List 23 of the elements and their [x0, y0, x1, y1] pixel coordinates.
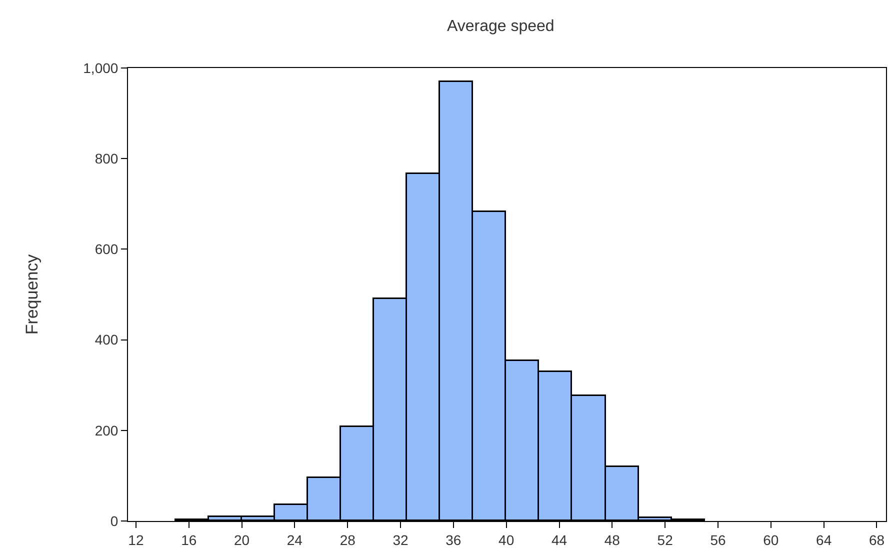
x-tick-label: 36	[446, 532, 462, 548]
x-tick-label: 56	[710, 532, 726, 548]
y-tick-label: 800	[94, 150, 118, 166]
y-axis-title: Frequency	[22, 254, 42, 335]
x-tick-label: 16	[181, 532, 197, 548]
y-tick-label: 400	[94, 332, 118, 348]
y-tick-label: 200	[94, 422, 118, 438]
x-tick-label: 28	[340, 532, 356, 548]
x-tick-label: 64	[816, 532, 832, 548]
chart-title: Average speed	[446, 18, 554, 35]
y-tick-label: 1,000	[83, 60, 118, 76]
x-tick-label: 24	[286, 532, 303, 548]
x-tick-label: 32	[392, 532, 409, 548]
x-tick-label: 52	[657, 532, 674, 548]
x-tick-label: 40	[498, 532, 514, 548]
x-tick-label: 60	[763, 532, 779, 548]
x-tick-label: 20	[234, 532, 250, 548]
x-tick-label: 12	[128, 532, 144, 548]
y-tick-label: 0	[110, 512, 118, 529]
x-tick-label: 44	[551, 532, 568, 548]
x-tick-label: 48	[604, 532, 620, 548]
x-tick-label: 68	[868, 532, 885, 548]
y-tick-label: 600	[94, 241, 118, 258]
